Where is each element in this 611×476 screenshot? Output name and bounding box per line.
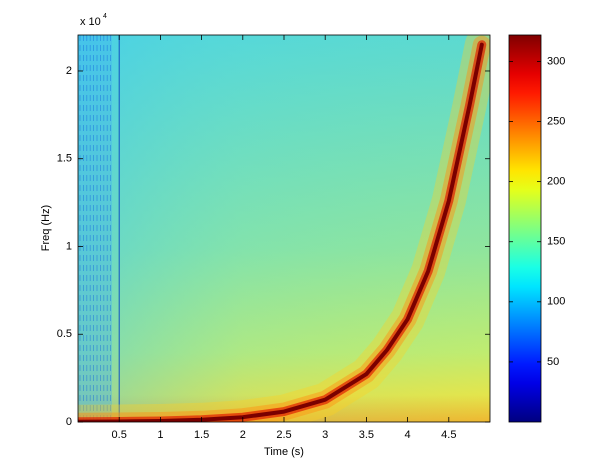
plot-area	[78, 35, 490, 422]
y-exponent-power: 4	[103, 13, 107, 20]
colorbar	[508, 34, 542, 423]
colorbar-tick-label: 300	[547, 55, 565, 67]
x-axis-label: Time (s)	[264, 446, 304, 458]
y-exponent: x 10	[80, 16, 101, 28]
colorbar-tick-label: 50	[547, 356, 559, 368]
ridge	[78, 42, 484, 422]
colorbar-tick-label: 200	[547, 176, 565, 188]
y-axis-label: Freq (Hz)	[40, 205, 52, 251]
x-tick-label: 3	[322, 429, 328, 441]
x-tick-label: 1	[157, 429, 163, 441]
colorbar-tick-label: 100	[547, 296, 565, 308]
x-tick-label: 4	[405, 429, 411, 441]
y-tick-label: 2	[66, 65, 72, 77]
y-tick-label: 1.5	[57, 153, 72, 165]
x-tick-label: 1.5	[194, 429, 209, 441]
colorbar-tick-label: 150	[547, 236, 565, 248]
x-tick-label: 3.5	[359, 429, 374, 441]
colorbar-tick-label: 250	[547, 115, 565, 127]
y-tick-label: 0.5	[57, 328, 72, 340]
spectrum-shade	[78, 35, 490, 422]
x-tick-label: 2.5	[276, 429, 291, 441]
x-tick-label: 4.5	[441, 429, 456, 441]
x-tick-label: 2	[240, 429, 246, 441]
y-tick-label: 1	[66, 240, 72, 252]
y-tick-label: 0	[66, 416, 72, 428]
x-tick-label: 0.5	[112, 429, 127, 441]
